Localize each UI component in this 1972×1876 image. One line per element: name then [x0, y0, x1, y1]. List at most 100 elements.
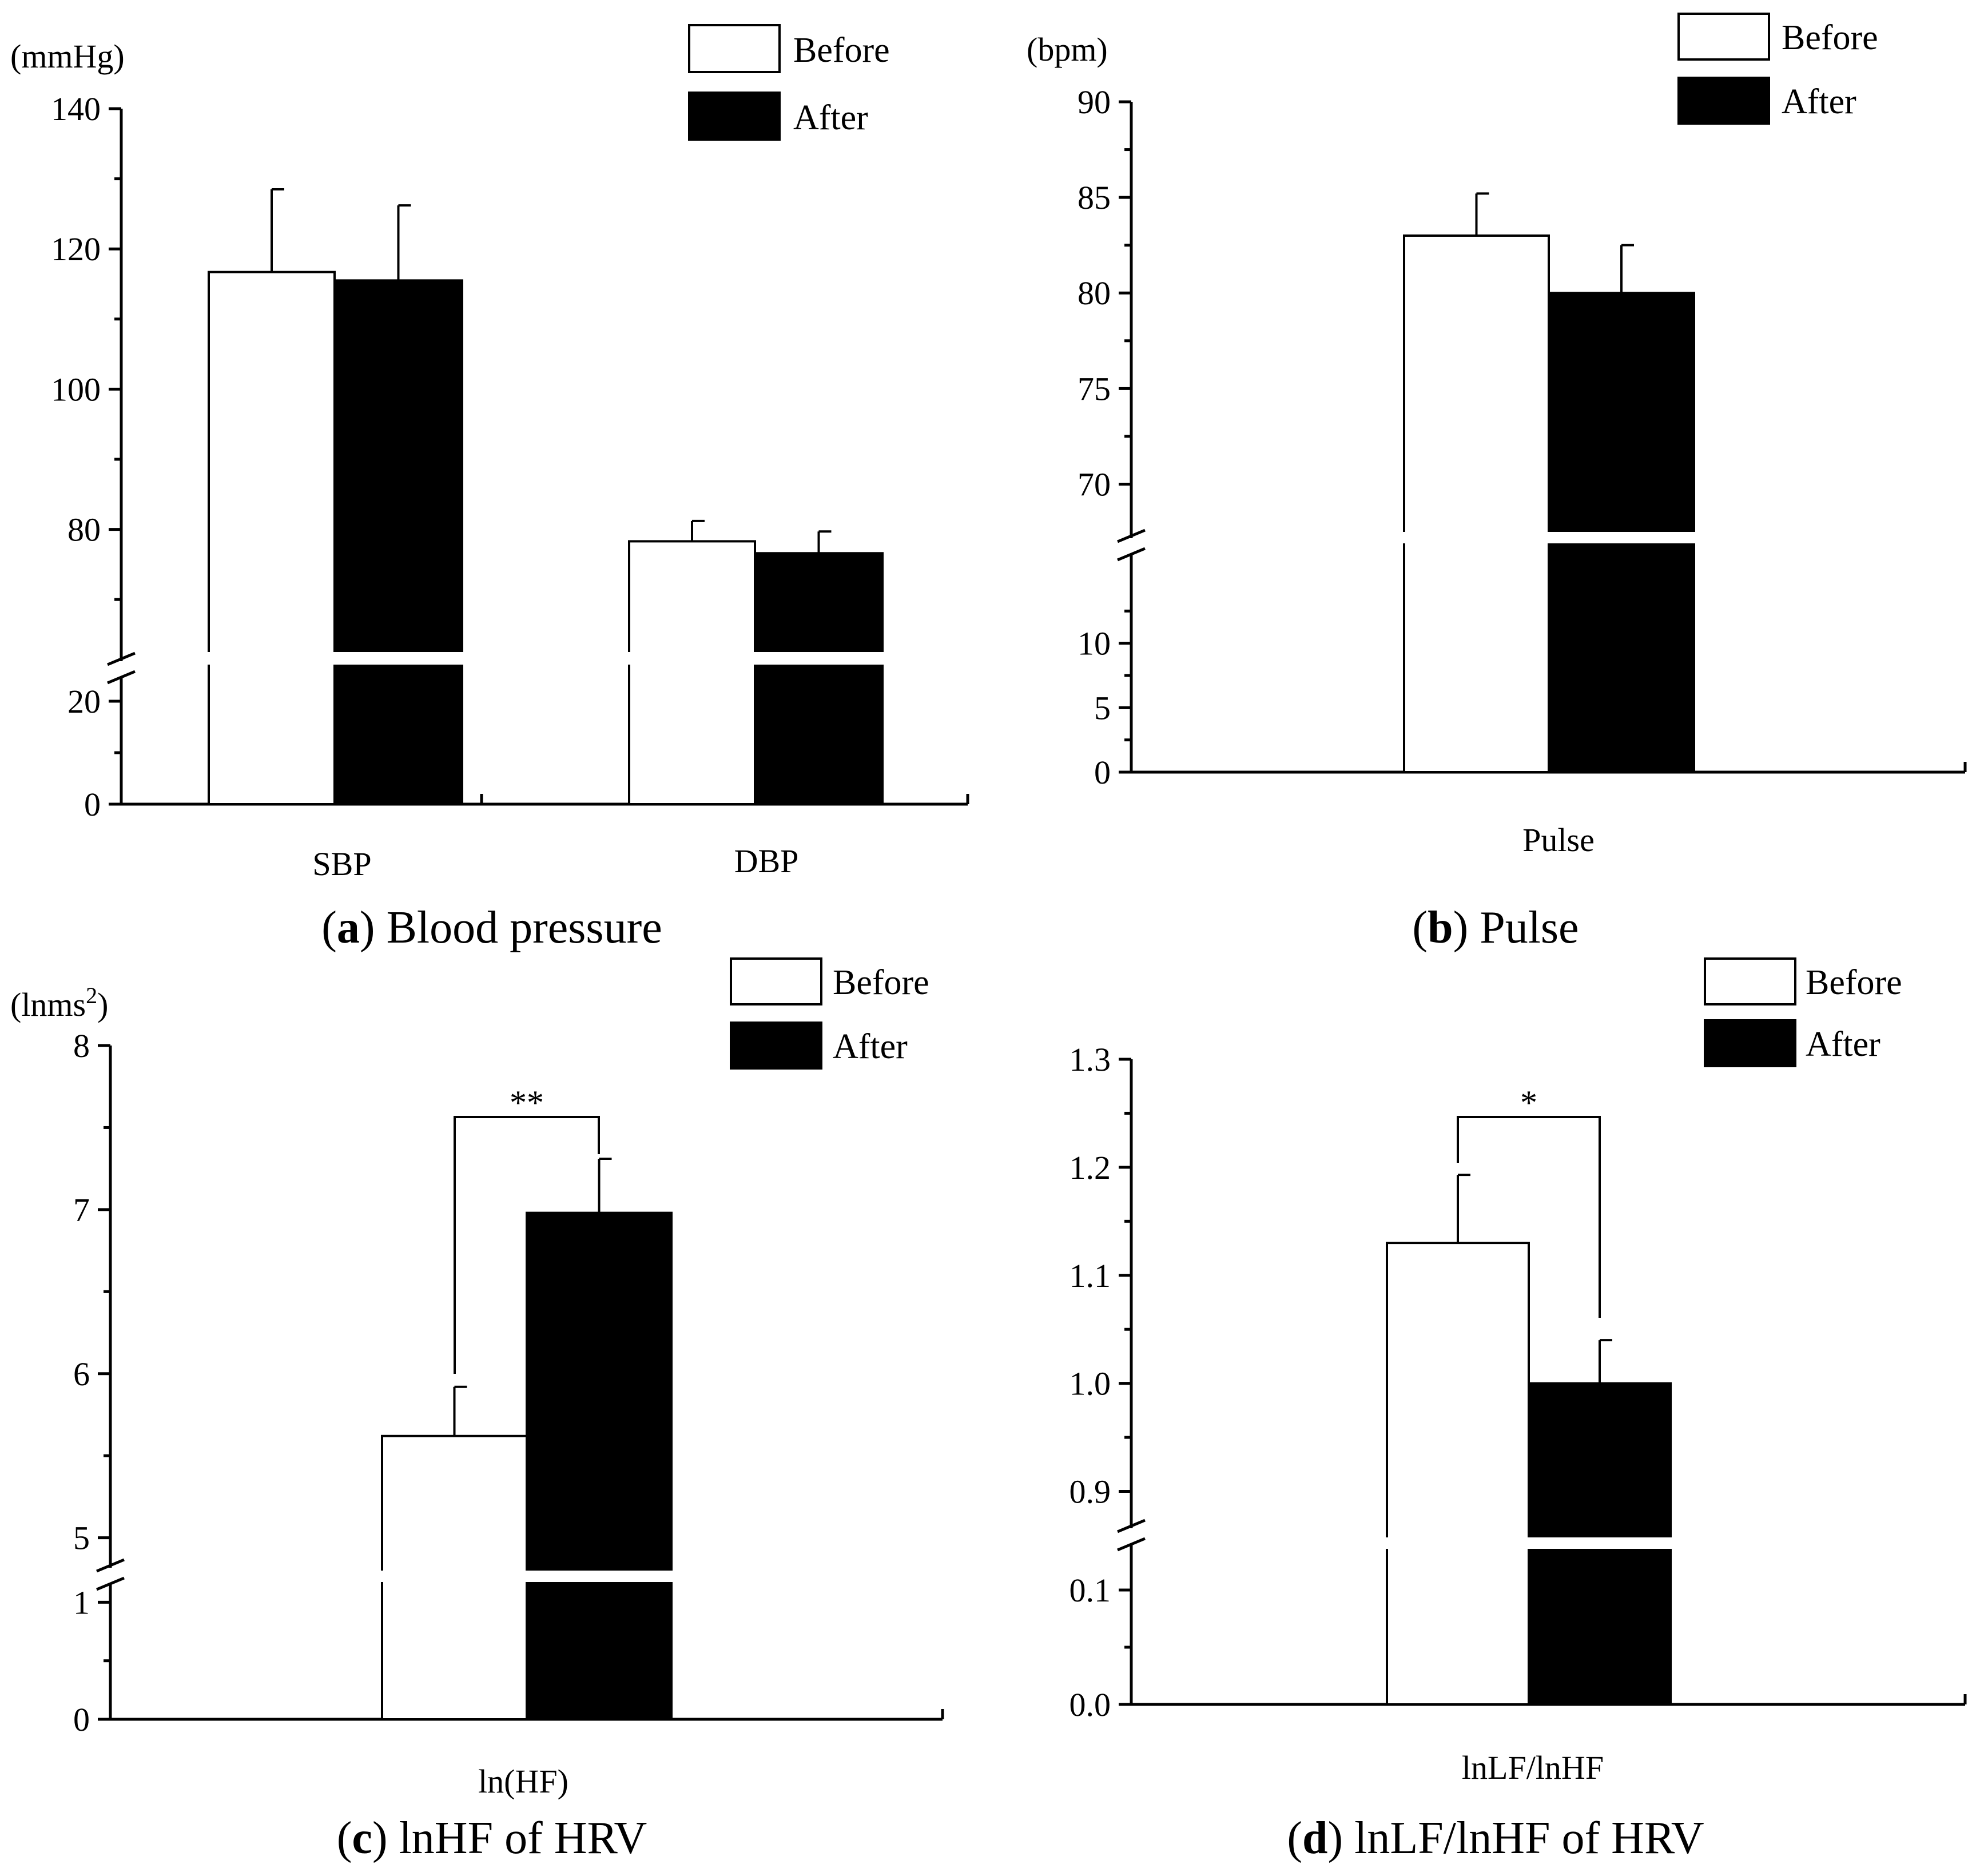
panel-c-unit-label: (lnms2)	[10, 983, 108, 1023]
panel-c-caption-text: lnHF of HRV	[399, 1813, 647, 1863]
panel-a-blood-pressure: (mmHg) 0 20 80 100 120 140 Before After SBP D…	[10, 24, 969, 953]
y-tick-label: 0	[73, 1701, 90, 1738]
panel-a-legend-before-swatch	[688, 24, 781, 73]
bar-break-gap	[1401, 532, 1697, 543]
bar-after-ln-hf-	[526, 1211, 673, 1721]
panel-b-legend-after-label: After	[1782, 82, 1856, 121]
bar-break-gap	[379, 1571, 675, 1582]
panel-c-category-lnhf: ln(HF)	[478, 1763, 568, 1800]
panel-b-category-pulse: Pulse	[1522, 821, 1595, 858]
panel-d-legend-before-swatch	[1704, 957, 1796, 1005]
axis-break-mark	[107, 670, 136, 685]
panel-d-legend-after-swatch	[1704, 1019, 1796, 1067]
panel-b-caption: (b) Pulse	[1412, 903, 1579, 953]
panel-d-legend-after-label: After	[1806, 1025, 1880, 1064]
bar-break-gap	[1383, 1537, 1674, 1549]
y-tick-label: 1.2	[1070, 1149, 1111, 1186]
panel-b-caption-letter: b	[1428, 903, 1453, 953]
y-tick-label: 80	[67, 511, 101, 549]
panel-b-legend-before-label: Before	[1782, 18, 1878, 57]
panel-c-legend-after-label: After	[833, 1027, 908, 1066]
bar-after-sbp	[333, 279, 463, 805]
panel-c-tick-labels: 0 1 5 6 7 8	[73, 1027, 90, 1738]
panel-a-tick-labels: 0 20 80 100 120 140	[51, 90, 101, 823]
panel-d-tick-labels: 0.0 0.1 0.9 1.0 1.1 1.2 1.3	[1070, 1041, 1111, 1723]
y-tick-label: 1.3	[1070, 1041, 1111, 1078]
y-tick-label: 0	[1094, 754, 1111, 791]
bar-before-pulse	[1403, 234, 1550, 773]
panel-a-legend-before-label: Before	[793, 31, 890, 70]
panel-b-tick-labels: 0 5 10 70 75 80 85 90	[1078, 84, 1111, 791]
bar-after-dbp	[754, 552, 884, 805]
panel-a-bars	[205, 188, 886, 805]
y-tick-label: 8	[73, 1027, 90, 1064]
axis-break-mark	[96, 1576, 125, 1591]
y-tick-label: 100	[51, 371, 101, 408]
panel-d-caption: (d) lnLF/lnHF of HRV	[1287, 1813, 1704, 1863]
panel-a-caption: (a) Blood pressure	[321, 903, 662, 953]
bar-before-dbp	[628, 540, 756, 805]
panel-a-category-dbp: DBP	[734, 842, 799, 880]
bar-before-sbp	[208, 271, 336, 805]
panel-c-caption: (c) lnHF of HRV	[337, 1813, 647, 1863]
significance-bracket	[454, 1116, 600, 1374]
y-tick-label: 5	[73, 1520, 90, 1557]
y-tick-label: 1	[73, 1584, 90, 1621]
y-tick-label: 120	[51, 230, 101, 268]
y-tick-label: 5	[1094, 689, 1111, 726]
significance-bracket	[1457, 1116, 1601, 1318]
panel-c-legend-after-swatch	[730, 1022, 822, 1070]
axis-break-mark	[1117, 1537, 1146, 1552]
panel-a-caption-letter: a	[337, 903, 360, 953]
y-tick-label: 0	[84, 786, 101, 823]
y-tick-label: 70	[1078, 466, 1111, 503]
panel-a-unit-label: (mmHg)	[10, 38, 125, 75]
panel-a-caption-text: Blood pressure	[387, 903, 662, 953]
panel-d-bars: *	[1383, 1084, 1674, 1706]
y-tick-label: 80	[1078, 275, 1111, 312]
panel-c-lnhf: (lnms2) 0 1 5 6 7 8 ** Before After ln(HF) (c…	[10, 957, 944, 1863]
axis-break-mark	[96, 1558, 125, 1573]
y-tick-label: 1.1	[1070, 1257, 1111, 1294]
panel-d-caption-text: lnLF/lnHF of HRV	[1354, 1813, 1704, 1863]
y-tick-label: 1.0	[1070, 1365, 1111, 1402]
panel-c-unit-main: (lnms	[10, 986, 86, 1023]
panel-b-bars	[1401, 192, 1697, 773]
panel-b-caption-text: Pulse	[1480, 903, 1579, 953]
panel-a-legend-after-label: After	[793, 98, 868, 137]
y-tick-label: 85	[1078, 179, 1111, 216]
y-tick-label: 20	[67, 683, 101, 720]
panel-d-caption-letter: d	[1302, 1813, 1328, 1863]
bar-before-lnlf-lnhf	[1386, 1242, 1530, 1706]
axis-break-mark	[1117, 528, 1146, 543]
panel-c-caption-letter: c	[352, 1813, 372, 1863]
panel-d-legend-before-label: Before	[1806, 963, 1902, 1002]
panel-b-unit-label: (bpm)	[1027, 31, 1108, 68]
y-tick-label: 90	[1078, 84, 1111, 121]
panel-a-legend-after-swatch	[688, 92, 781, 141]
panel-b-legend-before-swatch	[1677, 13, 1770, 61]
axis-break-mark	[1117, 1519, 1146, 1533]
y-tick-label: 10	[1078, 625, 1111, 662]
y-tick-label: 0.0	[1070, 1686, 1111, 1723]
panel-d-category-lnlf-lnhf: lnLF/lnHF	[1462, 1749, 1604, 1786]
y-tick-label: 6	[73, 1356, 90, 1393]
panel-d-lnlf-lnhf: 0.0 0.1 0.9 1.0 1.1 1.2 1.3 * Before After lnL…	[1070, 957, 1967, 1863]
panel-c-legend-before-label: Before	[833, 963, 929, 1002]
significance-marker: *	[1520, 1084, 1537, 1122]
bar-break-gap	[626, 652, 886, 665]
bar-break-gap	[205, 652, 466, 665]
y-tick-label: 140	[51, 90, 101, 128]
y-tick-label: 0.9	[1070, 1473, 1111, 1511]
panel-c-legend-before-swatch	[730, 957, 822, 1005]
significance-marker: **	[510, 1084, 544, 1122]
y-tick-label: 75	[1078, 370, 1111, 407]
panel-c-unit-close: )	[97, 986, 108, 1023]
panel-a-category-sbp: SBP	[312, 845, 371, 883]
panel-b-legend-after-swatch	[1677, 77, 1770, 125]
y-tick-label: 0.1	[1070, 1572, 1111, 1609]
panel-c-unit-superscript: 2	[86, 983, 97, 1008]
axis-break-mark	[107, 651, 136, 666]
